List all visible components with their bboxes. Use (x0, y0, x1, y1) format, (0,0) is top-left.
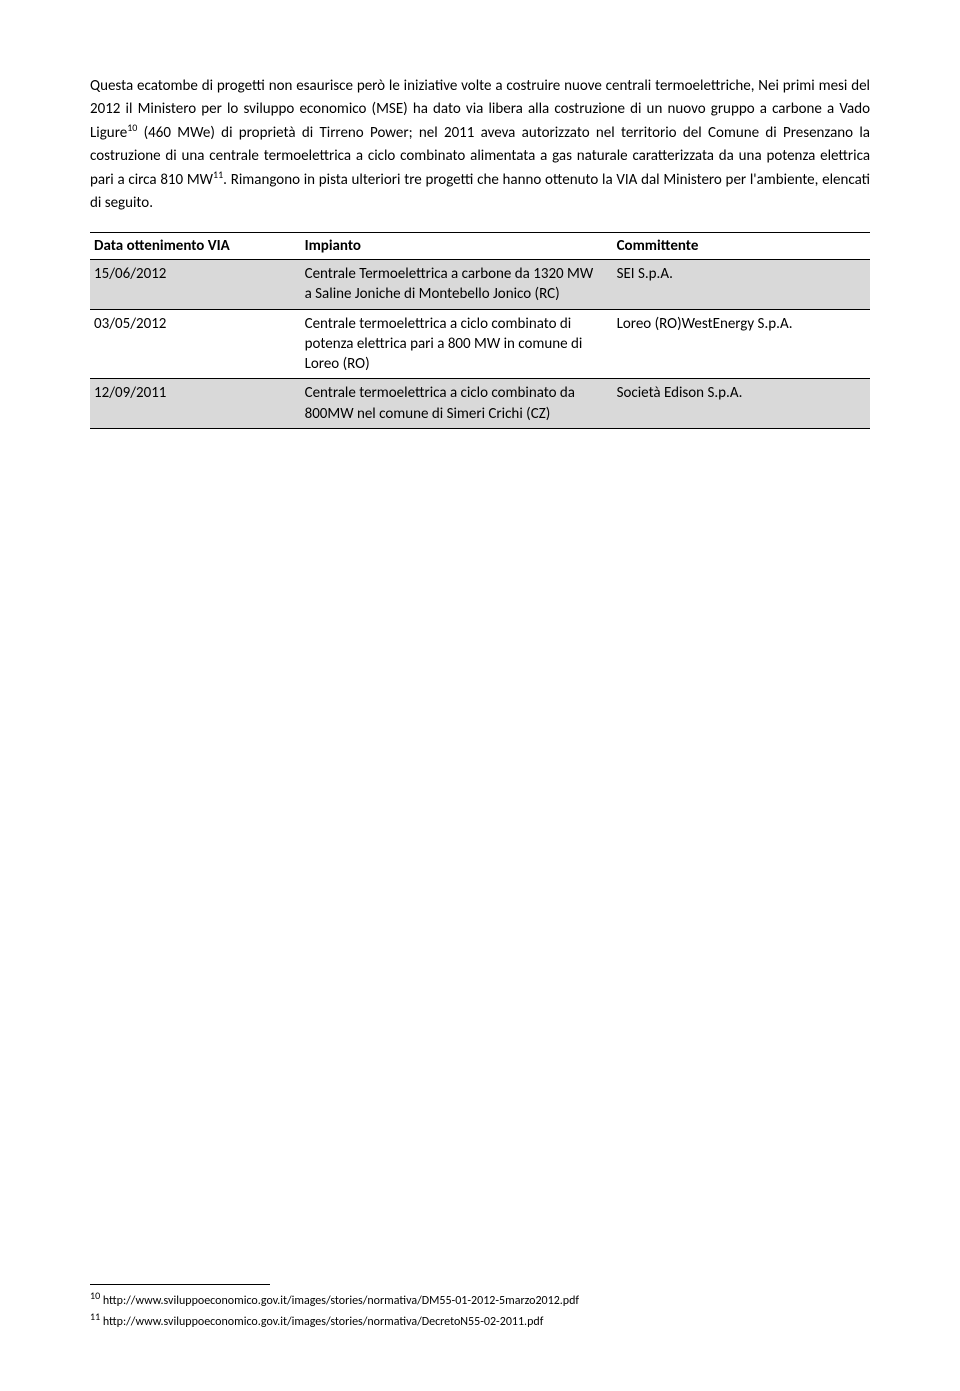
page-content: Questa ecatombe di progetti non esaurisc… (0, 0, 960, 429)
table-header-row: Data ottenimento VIA Impianto Committent… (90, 233, 870, 260)
table-row: 15/06/2012 Centrale Termoelettrica a car… (90, 260, 870, 310)
cell-plant: Centrale termoelettrica a ciclo combinat… (301, 379, 613, 429)
body-paragraph: Questa ecatombe di progetti non esaurisc… (90, 75, 870, 214)
footnote-text: http://www.sviluppoeconomico.gov.it/imag… (100, 1294, 579, 1308)
footnotes-block: 10 http://www.sviluppoeconomico.gov.it/i… (90, 1284, 870, 1331)
table-row: 12/09/2011 Centrale termoelettrica a cic… (90, 379, 870, 429)
cell-committer: Società Edison S.p.A. (613, 379, 870, 429)
projects-table: Data ottenimento VIA Impianto Committent… (90, 232, 870, 429)
footnote-line: 10 http://www.sviluppoeconomico.gov.it/i… (90, 1289, 870, 1310)
cell-plant: Centrale Termoelettrica a carbone da 132… (301, 260, 613, 310)
footnote-ref-10: 10 (127, 121, 137, 134)
cell-committer: Loreo (RO)WestEnergy S.p.A. (613, 309, 870, 379)
col-header-plant: Impianto (301, 233, 613, 260)
cell-date: 15/06/2012 (90, 260, 301, 310)
footnote-ref-11: 11 (213, 168, 223, 181)
cell-plant: Centrale termoelettrica a ciclo combinat… (301, 309, 613, 379)
table-row: 03/05/2012 Centrale termoelettrica a cic… (90, 309, 870, 379)
cell-date: 12/09/2011 (90, 379, 301, 429)
col-header-date: Data ottenimento VIA (90, 233, 301, 260)
footnote-separator (90, 1284, 270, 1285)
footnote-num: 10 (90, 1289, 100, 1302)
cell-date: 03/05/2012 (90, 309, 301, 379)
footnote-line: 11 http://www.sviluppoeconomico.gov.it/i… (90, 1310, 870, 1331)
cell-committer: SEI S.p.A. (613, 260, 870, 310)
footnote-num: 11 (90, 1310, 100, 1323)
col-header-committer: Committente (613, 233, 870, 260)
footnote-text: http://www.sviluppoeconomico.gov.it/imag… (100, 1315, 543, 1329)
